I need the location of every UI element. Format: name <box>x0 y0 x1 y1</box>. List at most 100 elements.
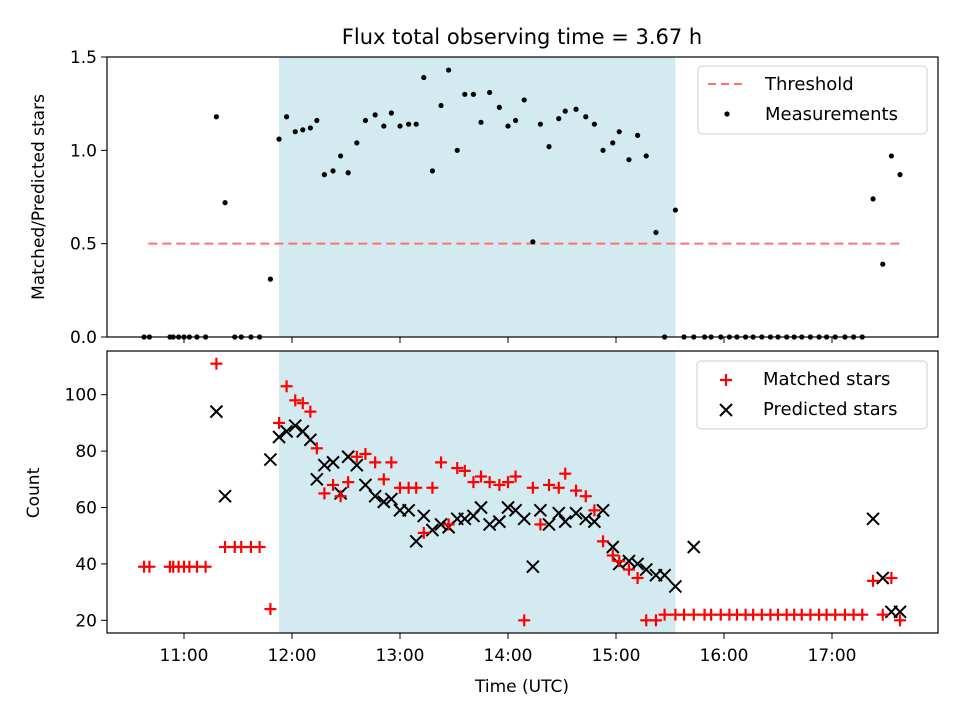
bottom-y-tick-label: 20 <box>75 611 97 631</box>
predicted-point-stroke <box>501 500 515 515</box>
predicted-point <box>482 517 497 532</box>
bottom-legend: Matched stars Predicted stars <box>696 360 928 430</box>
matched-point <box>597 535 610 548</box>
legend-measurements-label: Measurements <box>765 104 898 125</box>
bottom-x-tick-label: 13:00 <box>376 646 425 666</box>
matched-point <box>483 476 496 489</box>
matched-point <box>509 470 522 483</box>
matched-point <box>451 462 464 475</box>
predicted-point-stroke <box>622 554 636 568</box>
top-y-axis-label: Matched/Predicted stars <box>29 94 49 300</box>
predicted-point-stroke <box>310 472 324 487</box>
measurement-point <box>300 127 306 133</box>
predicted-point <box>368 489 382 503</box>
predicted-point-stroke <box>482 517 497 532</box>
predicted-point-stroke <box>474 500 488 515</box>
measurement-point <box>610 140 616 146</box>
predicted-point <box>687 540 701 554</box>
bottom-y-tick-label: 80 <box>75 442 97 462</box>
legend-matched-marker <box>720 374 732 386</box>
measurement-point <box>888 153 895 159</box>
measurement-point <box>354 140 360 146</box>
measurement-point <box>421 74 427 81</box>
predicted-point <box>558 514 572 529</box>
measurement-point <box>406 121 412 127</box>
predicted-point-stroke <box>876 571 890 585</box>
bottom-x-tick-label: 17:00 <box>808 646 857 666</box>
matched-point <box>543 478 556 491</box>
matched-point <box>588 504 601 517</box>
top-y-tick-label: 1.0 <box>70 141 97 161</box>
predicted-point-stroke <box>358 478 373 492</box>
matched-point <box>894 614 907 627</box>
measurement-point <box>530 239 536 245</box>
measurement-point <box>397 123 403 129</box>
measurement-point <box>267 276 273 282</box>
bottom-x-ticks: 11:00 12:00 13:00 14:00 15:00 16:00 17:00 <box>160 633 857 666</box>
predicted-point-stroke <box>326 455 340 470</box>
matched-point <box>570 484 583 497</box>
matched-point <box>579 490 592 503</box>
predicted-point-stroke <box>508 503 523 518</box>
matched-point <box>552 481 565 494</box>
predicted-point-stroke <box>434 517 448 532</box>
predicted-point-stroke <box>630 557 645 571</box>
matched-point <box>649 614 662 627</box>
measurement-point <box>314 117 320 124</box>
predicted-point <box>492 514 507 529</box>
matched-point <box>385 456 398 469</box>
matched-point <box>199 560 212 573</box>
matched-point <box>417 526 430 539</box>
predicted-point <box>409 534 423 549</box>
bottom-x-tick-label: 14:00 <box>484 646 533 666</box>
measurement-point <box>591 121 598 127</box>
predicted-point-stroke <box>209 404 224 419</box>
predicted-point <box>569 506 583 520</box>
bottom-shaded-region <box>279 351 676 633</box>
matched-point <box>435 456 448 469</box>
matched-point <box>518 614 531 627</box>
measurement-point <box>213 114 219 120</box>
measurement-point <box>583 114 589 120</box>
predicted-point-stroke <box>317 458 332 472</box>
predicted-points <box>209 404 907 619</box>
matched-point <box>342 476 355 489</box>
measurement-point <box>616 129 622 135</box>
measurement-point <box>478 119 484 125</box>
matched-point <box>467 476 480 489</box>
bottom-y-tick-label: 100 <box>65 386 97 406</box>
measurement-point <box>521 97 527 103</box>
measurement-point <box>643 153 649 159</box>
measurement-point <box>362 117 369 124</box>
matched-point <box>264 603 277 616</box>
predicted-point-stroke <box>552 506 566 520</box>
predicted-point-stroke <box>368 489 382 503</box>
predicted-point-stroke <box>569 506 583 520</box>
predicted-point <box>533 503 548 518</box>
predicted-point-stroke <box>303 433 318 447</box>
predicted-point <box>876 571 890 585</box>
matched-point <box>369 456 382 469</box>
predicted-point <box>622 554 636 568</box>
predicted-point-stroke <box>533 503 548 518</box>
matched-point <box>289 394 302 407</box>
predicted-point-stroke <box>866 512 880 526</box>
matched-point <box>606 549 619 562</box>
matched-points <box>138 357 907 627</box>
matched-point <box>143 560 156 573</box>
measurement-point <box>880 261 886 267</box>
measurement-point <box>330 168 336 174</box>
predicted-point <box>350 458 364 472</box>
matched-point <box>885 572 898 585</box>
predicted-point <box>303 433 318 447</box>
top-axes-frame <box>106 56 939 338</box>
top-y-ticks: 0.0 0.5 1.0 1.5 <box>70 48 107 348</box>
measurement-point <box>321 172 327 178</box>
measurement-point <box>496 104 502 110</box>
predicted-point <box>458 512 472 526</box>
matched-point <box>658 608 671 621</box>
predicted-point <box>434 517 448 532</box>
predicted-point <box>279 424 294 439</box>
matched-point <box>631 572 644 585</box>
matched-point <box>534 518 547 531</box>
